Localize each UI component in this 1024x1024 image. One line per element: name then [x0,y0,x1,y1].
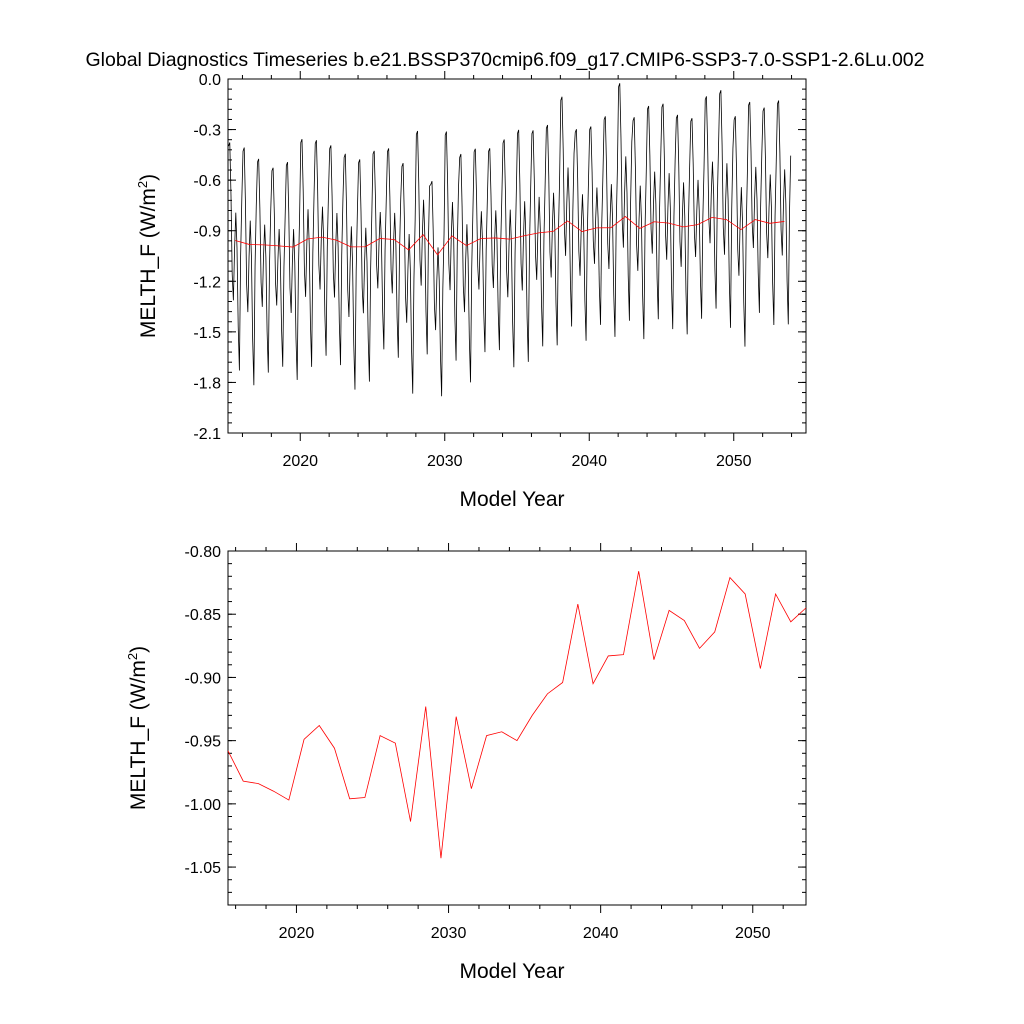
y-axis-label-main: MELTH_F (W/m [127,660,150,810]
x-axis-label: Model Year [459,960,564,983]
x-tick-label: 2050 [735,925,771,942]
chart-title: Global Diagnostics Timeseries b.e21.BSSP… [86,49,925,71]
series-group [228,83,792,397]
tick-labels: 0.0 -0.3 -0.6 -0.9 -1.2 -1.5 -1.8 -2.1 2020 2030 2… [193,72,751,470]
y-tick-label: -0.80 [185,544,222,561]
series-line-annual-mean [227,571,807,859]
y-tick-label: -0.85 [185,607,222,624]
axis-ticks [228,543,806,913]
plot-frame [227,550,807,906]
y-tick-label: -0.95 [185,734,222,751]
axis-ticks [228,71,806,441]
y-tick-label: -0.90 [185,670,222,687]
panel-monthly-timeseries: 0.0 -0.3 -0.6 -0.9 -1.2 -1.5 -1.8 -2.1 2020 2030 2… [135,71,807,511]
tick-labels: -0.80 -0.85 -0.90 -0.95 -1.00 -1.05 2020 2030 20… [185,544,771,942]
x-axis-label: Model Year [459,488,564,511]
y-axis-label: MELTH_F (W/m2) [125,646,150,810]
y-axis-label-close: ) [127,646,150,653]
y-tick-label: -1.5 [193,325,221,342]
y-tick-label: -0.6 [193,173,221,190]
x-tick-label: 2030 [427,453,463,470]
y-tick-label: -2.1 [193,426,221,443]
x-tick-label: 2040 [571,453,607,470]
panel-annual-timeseries: -0.80 -0.85 -0.90 -0.95 -1.00 -1.05 2020 2030 20… [125,543,807,983]
series-line-monthly [228,83,792,397]
x-tick-label: 2020 [282,453,318,470]
plot-frame [227,78,807,434]
y-axis-label-main: MELTH_F (W/m [137,188,160,338]
y-tick-label: 0.0 [199,72,221,89]
y-tick-label: -1.00 [185,797,222,814]
x-tick-label: 2030 [431,925,467,942]
x-tick-label: 2050 [716,453,752,470]
y-tick-label: -1.05 [185,860,222,877]
y-tick-label: -0.9 [193,224,221,241]
y-tick-label: -0.3 [193,123,221,140]
x-tick-label: 2020 [279,925,315,942]
x-tick-label: 2040 [583,925,619,942]
y-tick-label: -1.8 [193,375,221,392]
y-axis-label-superscript: 2 [125,653,140,660]
series-group [227,571,807,859]
y-axis-label-superscript: 2 [135,181,150,188]
y-axis-label: MELTH_F (W/m2) [135,174,160,338]
y-tick-label: -1.2 [193,274,221,291]
series-line-annual-mean [235,216,785,256]
y-axis-label-close: ) [137,174,160,181]
